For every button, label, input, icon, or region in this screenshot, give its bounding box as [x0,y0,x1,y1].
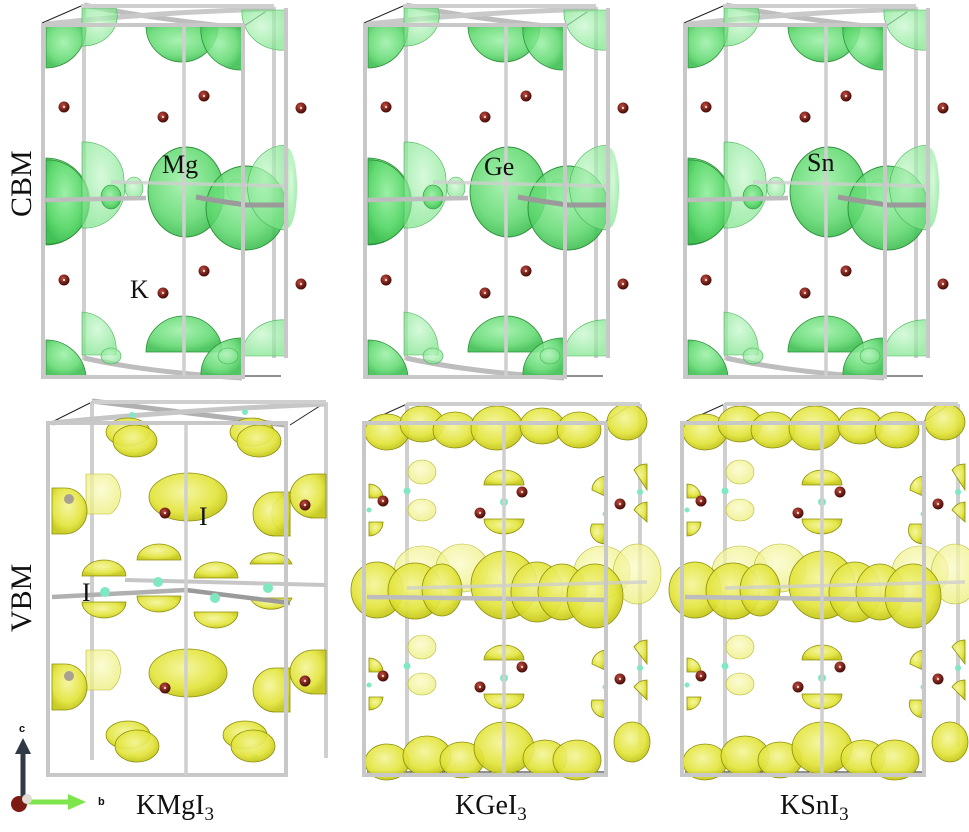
panel-vbm-kgei3 [351,404,661,780]
compound-label-kmgi3: KMgI3 [136,790,214,826]
panel-vbm-kmgi3 [46,398,328,777]
compound-formula: KGeI [455,790,518,821]
compound-subscript: 3 [204,804,214,825]
panel-cbm-ksni3 [684,5,949,378]
axis-label-c: c [19,723,26,735]
compound-subscript: 3 [839,804,849,825]
crystal-axes-indicator [11,738,86,812]
panel-cbm-kgei3 [364,5,629,378]
compound-formula: KSnI [780,790,840,821]
panel-cbm-kmgi3 [42,5,307,378]
compound-label-ksni3: KSnI3 [780,790,849,826]
compound-label-kgei3: KGeI3 [455,790,527,826]
compound-subscript: 3 [517,804,527,825]
compound-formula: KMgI [136,790,205,821]
panel-vbm-ksni3 [669,404,969,780]
axis-label-a: a [8,806,14,816]
axis-label-b: b [98,796,105,808]
